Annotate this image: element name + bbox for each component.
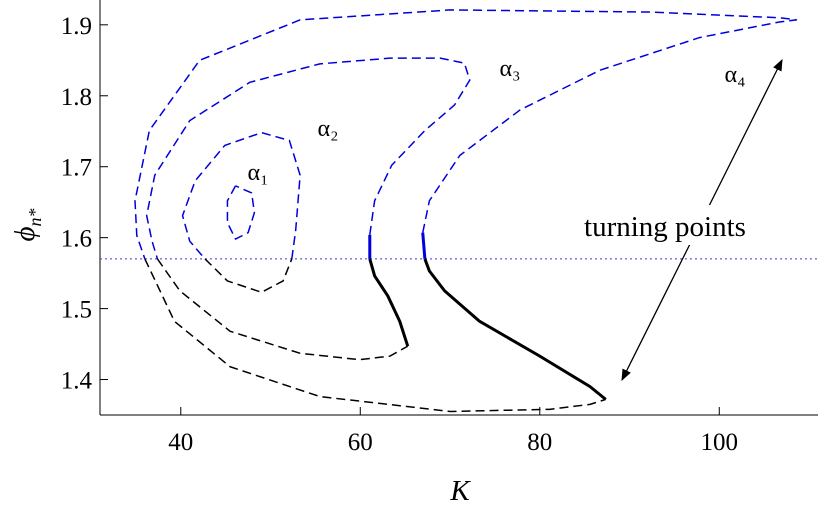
x-tick-label: 100: [701, 429, 739, 456]
curve-segment: [156, 258, 409, 361]
curve-label: α₂: [318, 116, 339, 142]
curve-segment: [144, 258, 606, 413]
y-label-subscript: n*: [25, 208, 45, 226]
curve-segment: [204, 258, 293, 294]
y-axis-label: ϕn*: [9, 208, 45, 241]
x-tick-label: 60: [348, 429, 373, 456]
x-tick-label: 40: [168, 429, 193, 456]
y-tick-label: 1.5: [61, 297, 92, 324]
x-tick-label: 80: [527, 429, 552, 456]
curve-segment: [181, 131, 301, 260]
annotation-background: [550, 205, 780, 245]
curve-segment: [368, 258, 410, 347]
y-tick-label: 1.8: [61, 84, 92, 111]
curve-label: α₃: [500, 56, 521, 82]
y-label-symbol: ϕ: [9, 226, 41, 241]
y-tick-label: 1.6: [61, 226, 92, 253]
curve-segment: [145, 57, 471, 260]
x-axis-label: K: [449, 475, 471, 507]
y-tick-label: 1.7: [61, 155, 92, 182]
curve-label: α₁: [248, 160, 269, 186]
annotation: turning points: [584, 211, 746, 243]
curve-segment: [226, 185, 256, 240]
curve-label: α₄: [725, 62, 746, 88]
y-tick-label: 1.9: [61, 13, 92, 40]
curve-segment: [423, 258, 607, 401]
curve-segment: [421, 232, 427, 260]
plot-area: 40 60 80 100 1.4 1.5 1.6 1.7 1.8 1.9 α₁ α₂ α₃ α₄: [61, 0, 818, 456]
y-tick-label: 1.4: [61, 368, 93, 395]
curve-segment: [134, 9, 798, 260]
